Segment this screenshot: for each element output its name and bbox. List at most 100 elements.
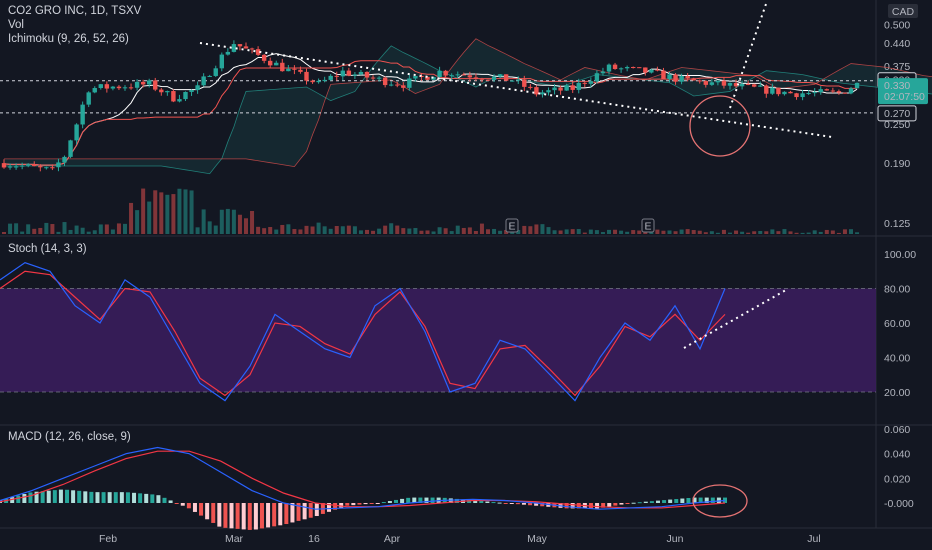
price-tick-label: 0.250 xyxy=(884,119,910,131)
macd-histogram-bar xyxy=(302,503,307,520)
candle-body xyxy=(274,62,279,66)
time-axis-label: May xyxy=(527,533,548,545)
candle-body xyxy=(147,80,152,85)
macd-histogram-bar xyxy=(637,502,642,504)
macd-histogram-bar xyxy=(418,497,423,503)
volume-bar xyxy=(806,232,811,234)
candle-body xyxy=(697,80,702,82)
volume-bar xyxy=(171,194,176,234)
macd-histogram-bar xyxy=(40,491,45,503)
macd-histogram-bar xyxy=(698,497,703,503)
trendline-descending xyxy=(199,42,833,138)
macd-histogram-bar xyxy=(649,501,654,503)
macd-histogram-bar xyxy=(16,495,21,503)
candle-body xyxy=(558,87,563,91)
macd-tick-label: 0.060 xyxy=(884,424,910,436)
candle-body xyxy=(824,89,829,91)
macd-histogram-bar xyxy=(162,497,167,503)
macd-histogram-bar xyxy=(406,497,411,503)
candle-body xyxy=(643,67,648,73)
volume-bar xyxy=(546,227,551,234)
volume-bar xyxy=(183,189,188,234)
candle-body xyxy=(467,75,473,78)
ichimoku-conversion-line xyxy=(3,53,858,166)
macd-histogram-bar xyxy=(223,503,228,528)
breakout-projection-line xyxy=(729,3,767,109)
volume-bar xyxy=(123,223,127,234)
macd-circle xyxy=(692,484,748,518)
volume-bar xyxy=(728,232,732,234)
candle-body xyxy=(213,68,218,76)
volume-bar xyxy=(588,229,593,234)
stoch-tick-label: 100.00 xyxy=(884,249,916,261)
volume-bar xyxy=(231,209,236,234)
level-lower-value: 0.270 xyxy=(884,108,910,120)
time-axis-label: Jun xyxy=(667,533,684,545)
macd-histogram-bar xyxy=(113,492,118,503)
macd-histogram-bar xyxy=(692,497,697,503)
macd-histogram-bar xyxy=(485,501,490,503)
candle-body xyxy=(812,92,817,94)
macd-histogram-bar xyxy=(168,500,173,503)
volume-bar xyxy=(365,229,369,234)
candle-body xyxy=(86,92,91,105)
macd-histogram-bar xyxy=(723,497,727,503)
candle-body xyxy=(201,76,206,86)
candle-body xyxy=(661,70,666,80)
volume-bar xyxy=(80,227,85,234)
macd-histogram-bar xyxy=(253,503,258,530)
macd-histogram-bar xyxy=(339,503,344,508)
candle-body xyxy=(395,84,400,86)
candle-body xyxy=(153,80,158,90)
macd-histogram-bar xyxy=(540,503,545,507)
candle-body xyxy=(334,75,339,77)
volume-bar xyxy=(159,192,164,234)
candle-body xyxy=(50,167,55,169)
macd-histogram-bar xyxy=(272,503,277,527)
volume-bar xyxy=(631,230,636,234)
time-axis-label: Jul xyxy=(807,533,820,545)
macd-histogram-bar xyxy=(467,499,472,503)
volume-bar xyxy=(788,231,793,234)
volume-bar xyxy=(558,230,563,234)
volume-bar xyxy=(740,231,745,234)
volume-bar xyxy=(836,232,841,234)
candle-body xyxy=(304,71,309,81)
volume-bar xyxy=(540,224,545,234)
volume-bar xyxy=(262,228,267,234)
macd-histogram-bar xyxy=(601,503,606,508)
candle-body xyxy=(715,80,721,83)
volume-bar xyxy=(268,227,273,234)
last-price-value: 0.330 xyxy=(884,80,910,92)
macd-histogram-bar xyxy=(89,491,94,503)
volume-bar xyxy=(619,230,624,234)
candle-body xyxy=(237,44,243,47)
volume-bar xyxy=(165,194,170,234)
macd-histogram-bar xyxy=(704,497,709,503)
volume-bar xyxy=(110,229,115,234)
candle-body xyxy=(340,70,345,77)
candle-body xyxy=(649,69,654,73)
time-axis-label: Feb xyxy=(99,533,117,545)
macd-histogram-bar xyxy=(454,498,459,503)
volume-bar xyxy=(637,230,642,234)
volume-bar xyxy=(286,224,291,234)
candle-body xyxy=(56,162,61,168)
main-legend: CO2 GRO INC, 1D, TSXV Vol Ichimoku (9, 2… xyxy=(8,4,141,46)
candle-body xyxy=(19,165,25,167)
volume-bar xyxy=(316,222,321,234)
macd-histogram-bar xyxy=(65,489,70,503)
volume-bar xyxy=(594,230,599,234)
candle-body xyxy=(261,54,267,61)
volume-bar xyxy=(752,231,757,234)
macd-histogram-bar xyxy=(156,495,161,503)
volume-bar xyxy=(20,231,25,234)
volume-bar xyxy=(358,230,363,234)
currency-badge xyxy=(888,4,918,18)
candle-body xyxy=(528,86,533,88)
macd-histogram-bar xyxy=(34,491,39,503)
macd-histogram-bar xyxy=(521,503,526,505)
macd-histogram-bar xyxy=(625,503,630,504)
volume-bar xyxy=(298,229,303,234)
